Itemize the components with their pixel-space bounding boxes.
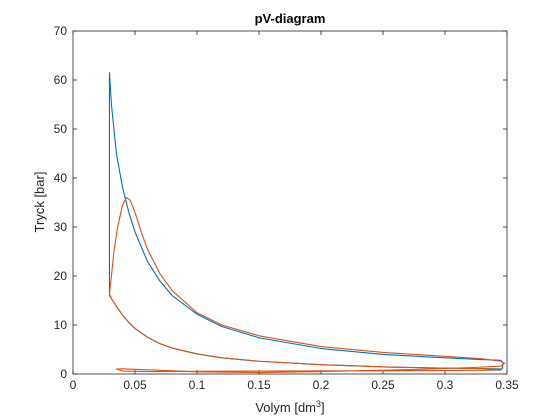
y-tick-label: 30	[54, 220, 68, 234]
x-axis-label-close: ]	[321, 400, 325, 415]
x-tick-label: 0.05	[123, 378, 147, 392]
y-ticks: 0 10 20 30 40 50 60 70	[54, 24, 507, 381]
x-tick-label: 0.1	[189, 378, 206, 392]
series-line-2	[108, 197, 506, 374]
y-tick-label: 50	[54, 122, 68, 136]
chart-title: pV-diagram	[255, 11, 326, 26]
y-tick-label: 0	[60, 367, 67, 381]
x-tick-label: 0.25	[371, 378, 395, 392]
x-ticks: 0 0.05 0.1 0.15 0.2 0.25 0.3 0.35	[70, 31, 519, 392]
x-tick-label: 0.35	[495, 378, 519, 392]
plot-area	[73, 31, 507, 374]
series-layer	[108, 72, 506, 374]
y-tick-label: 10	[54, 318, 68, 332]
y-axis-label: Tryck [bar]	[32, 172, 47, 233]
y-tick-label: 70	[54, 24, 68, 38]
y-tick-label: 40	[54, 171, 68, 185]
x-tick-label: 0	[70, 378, 77, 392]
x-axis-label: Volym [dm3]	[255, 399, 324, 415]
x-axis-label-superscript: 3	[316, 399, 321, 409]
x-tick-label: 0.3	[437, 378, 454, 392]
x-tick-label: 0.15	[247, 378, 271, 392]
y-tick-label: 60	[54, 73, 68, 87]
y-tick-label: 20	[54, 269, 68, 283]
x-axis-label-main: Volym [dm	[255, 400, 316, 415]
axes-box	[72, 30, 508, 375]
x-tick-label: 0.2	[313, 378, 330, 392]
